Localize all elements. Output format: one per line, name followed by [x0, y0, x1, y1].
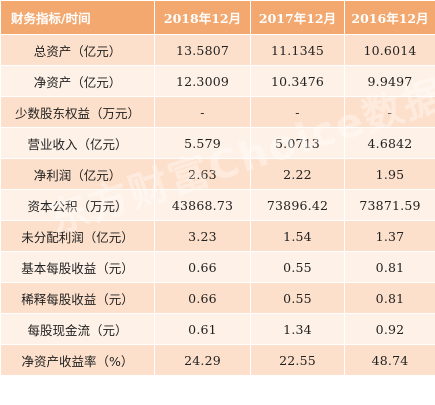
cell-2016: 73871.59	[344, 189, 435, 221]
cell-2016: 0.92	[344, 313, 435, 345]
cell-2017: 1.34	[250, 313, 345, 345]
cell-2018: 3.23	[154, 220, 251, 252]
cell-2018: 13.5807	[154, 34, 251, 66]
cell-2017: -	[250, 96, 345, 128]
row-label: 净利润（亿元）	[0, 158, 155, 190]
cell-2018: 12.3009	[154, 65, 251, 97]
row-label: 稀释每股收益（元）	[0, 282, 155, 314]
cell-2018: 0.66	[154, 251, 251, 283]
table-row-capital-reserve: 资本公积（万元） 43868.73 73896.42 73871.59	[0, 189, 435, 221]
cell-2016: 1.37	[344, 220, 435, 252]
cell-2017: 10.3476	[250, 65, 345, 97]
cell-2016: 4.6842	[344, 127, 435, 159]
table-row-revenue: 营业收入（亿元） 5.579 5.0713 4.6842	[0, 127, 435, 159]
header-indicator-time: 财务指标/时间	[0, 0, 155, 35]
cell-2016: 10.6014	[344, 34, 435, 66]
cell-2017: 22.55	[250, 344, 345, 376]
cell-2018: 5.579	[154, 127, 251, 159]
row-label: 基本每股收益（元）	[0, 251, 155, 283]
financial-indicators-table: 财务指标/时间 2018年12月 2017年12月 2016年12月 总资产（亿…	[0, 0, 435, 376]
table-row-undistributed-profit: 未分配利润（亿元） 3.23 1.54 1.37	[0, 220, 435, 252]
cell-2016: 0.81	[344, 251, 435, 283]
table-row-net-assets: 净资产（亿元） 12.3009 10.3476 9.9497	[0, 65, 435, 97]
cell-2017: 73896.42	[250, 189, 345, 221]
row-label: 资本公积（万元）	[0, 189, 155, 221]
header-2016-12: 2016年12月	[344, 0, 435, 35]
cell-2018: 43868.73	[154, 189, 251, 221]
cell-2018: 24.29	[154, 344, 251, 376]
cell-2017: 11.1345	[250, 34, 345, 66]
cell-2018: 2.63	[154, 158, 251, 190]
table-row-diluted-eps: 稀释每股收益（元） 0.66 0.55 0.81	[0, 282, 435, 314]
cell-2017: 5.0713	[250, 127, 345, 159]
table-row-minority-interest: 少数股东权益（万元） - - -	[0, 96, 435, 128]
table-row-net-profit: 净利润（亿元） 2.63 2.22 1.95	[0, 158, 435, 190]
row-label: 每股现金流（元）	[0, 313, 155, 345]
header-2018-12: 2018年12月	[154, 0, 251, 35]
cell-2017: 1.54	[250, 220, 345, 252]
cell-2017: 2.22	[250, 158, 345, 190]
table-row-basic-eps: 基本每股收益（元） 0.66 0.55 0.81	[0, 251, 435, 283]
table-row-cash-flow-per-share: 每股现金流（元） 0.61 1.34 0.92	[0, 313, 435, 345]
cell-2018: 0.66	[154, 282, 251, 314]
cell-2018: -	[154, 96, 251, 128]
cell-2016: -	[344, 96, 435, 128]
cell-2018: 0.61	[154, 313, 251, 345]
cell-2016: 9.9497	[344, 65, 435, 97]
row-label: 营业收入（亿元）	[0, 127, 155, 159]
row-label: 总资产（亿元）	[0, 34, 155, 66]
cell-2017: 0.55	[250, 282, 345, 314]
row-label: 少数股东权益（万元）	[0, 96, 155, 128]
table-row-roe: 净资产收益率（%） 24.29 22.55 48.74	[0, 344, 435, 376]
cell-2016: 0.81	[344, 282, 435, 314]
cell-2017: 0.55	[250, 251, 345, 283]
header-2017-12: 2017年12月	[250, 0, 345, 35]
table-header-row: 财务指标/时间 2018年12月 2017年12月 2016年12月	[0, 0, 435, 35]
row-label: 净资产收益率（%）	[0, 344, 155, 376]
cell-2016: 1.95	[344, 158, 435, 190]
row-label: 净资产（亿元）	[0, 65, 155, 97]
row-label: 未分配利润（亿元）	[0, 220, 155, 252]
cell-2016: 48.74	[344, 344, 435, 376]
table-row-total-assets: 总资产（亿元） 13.5807 11.1345 10.6014	[0, 34, 435, 66]
